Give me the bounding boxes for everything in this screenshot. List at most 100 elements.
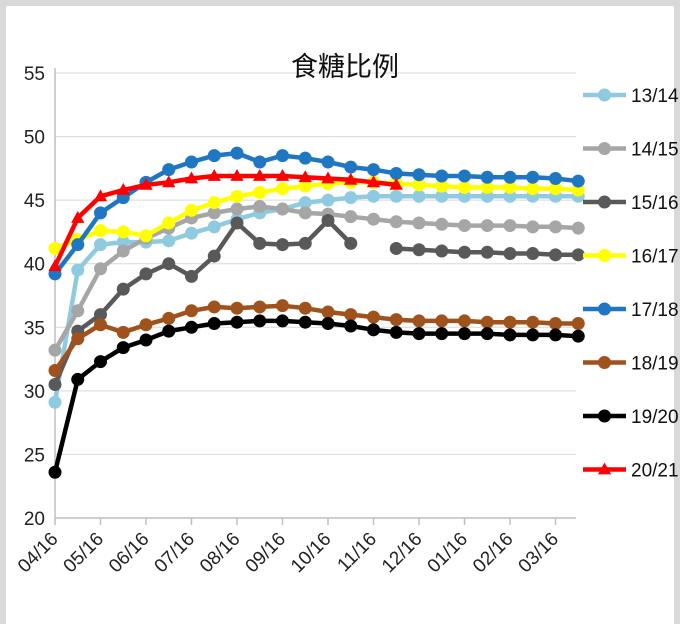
x-tick-label: 11/16 [334, 529, 381, 576]
data-point [116, 182, 130, 195]
data-point [389, 325, 403, 339]
legend-label: 19/20 [631, 407, 679, 428]
x-axis-ticks: 04/1605/1606/1607/1608/1609/1610/1611/16… [14, 518, 563, 577]
legend-swatch-marker [598, 195, 611, 209]
data-point [503, 315, 517, 329]
data-point [389, 177, 403, 190]
data-point [549, 182, 562, 196]
data-point [116, 235, 130, 249]
data-point [185, 226, 198, 240]
data-point [71, 210, 85, 223]
x-tick-label: 02/16 [469, 529, 517, 577]
data-point [207, 249, 221, 263]
data-point [207, 206, 221, 220]
data-point [207, 168, 221, 181]
axes [54, 68, 576, 519]
data-point [458, 327, 471, 341]
data-point [549, 316, 562, 330]
data-point [412, 168, 426, 182]
y-tick-label: 40 [24, 255, 45, 276]
data-point [389, 241, 403, 255]
data-point [549, 248, 562, 262]
data-point [458, 169, 471, 183]
legend-label: 15/16 [631, 193, 679, 214]
series-group [48, 146, 585, 479]
data-point [276, 299, 289, 313]
x-tick-label: 07/16 [151, 529, 199, 577]
series-line [53, 303, 579, 372]
x-tick-label: 12/16 [378, 529, 426, 577]
data-point [230, 189, 244, 203]
data-point [298, 206, 312, 220]
data-point [48, 364, 62, 378]
legend-label: 13/14 [631, 86, 679, 107]
data-point [253, 186, 267, 200]
data-point [162, 311, 176, 325]
x-tick-label: 10/16 [287, 529, 335, 577]
data-point [139, 177, 153, 190]
data-point [298, 315, 312, 329]
data-point [162, 216, 176, 230]
data-point [139, 267, 153, 281]
data-point [480, 327, 494, 341]
data-point [321, 171, 335, 184]
data-point [275, 168, 290, 181]
data-point [298, 301, 312, 315]
data-point [435, 179, 449, 193]
data-point [412, 178, 426, 192]
data-point [480, 170, 494, 184]
data-point [435, 217, 449, 231]
legend-swatch-marker [598, 356, 611, 369]
data-point [503, 328, 517, 342]
data-point [321, 193, 335, 207]
data-point [321, 305, 335, 319]
data-point [298, 179, 312, 193]
legend-swatch-marker [598, 249, 611, 262]
y-axis-ticks: 20 25 30 35 40 45 50 55 [24, 64, 45, 530]
data-point [503, 219, 517, 233]
data-point [571, 174, 585, 188]
data-point [571, 248, 585, 262]
data-point [344, 191, 358, 205]
legend-swatch-marker [597, 462, 612, 475]
data-point [526, 315, 540, 329]
gridlines [55, 72, 576, 455]
data-point [48, 259, 62, 272]
x-tick-label: 06/16 [105, 529, 153, 577]
series-line [52, 318, 579, 473]
data-point [94, 224, 107, 238]
y-tick-label: 55 [24, 64, 45, 85]
data-point [253, 155, 267, 169]
data-point [94, 308, 107, 322]
data-point [207, 300, 221, 314]
data-point [389, 189, 403, 203]
data-point [184, 171, 199, 184]
data-point [480, 219, 494, 233]
data-point [71, 263, 85, 277]
data-point [185, 304, 198, 318]
data-point [503, 189, 517, 203]
data-point [435, 189, 449, 203]
data-point [367, 189, 380, 203]
data-point [94, 318, 107, 332]
series-18-19 [48, 299, 585, 378]
data-point [207, 316, 221, 330]
data-point [116, 282, 130, 296]
data-point [480, 180, 494, 194]
data-point [162, 324, 176, 338]
chart-title: 食糖比例 [291, 52, 399, 83]
y-tick-label: 50 [24, 128, 45, 149]
data-point [71, 304, 85, 318]
data-point [526, 247, 540, 261]
data-point [344, 308, 358, 322]
data-point [162, 163, 176, 177]
data-point [94, 262, 107, 276]
series-line [52, 173, 397, 268]
legend-label: 18/19 [631, 354, 679, 375]
data-point [116, 225, 130, 239]
data-point [253, 200, 267, 213]
data-point [435, 314, 449, 328]
data-point [185, 155, 198, 169]
data-point [207, 149, 221, 163]
legend-label: 20/21 [631, 461, 679, 482]
